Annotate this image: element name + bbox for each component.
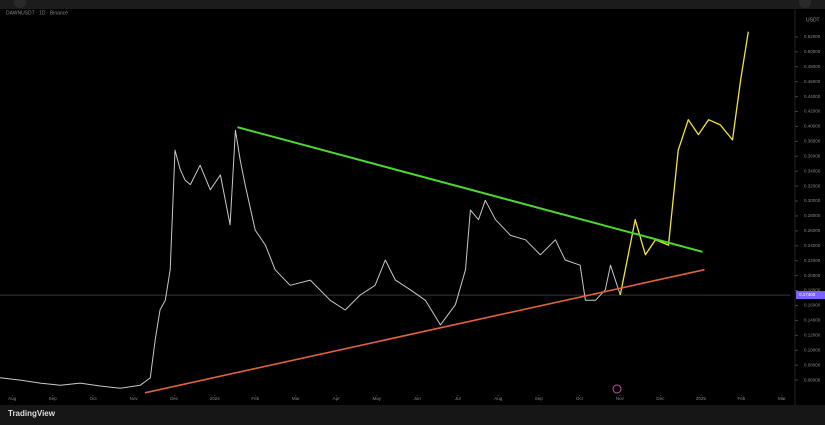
y-tick-label: 0.28000 <box>804 213 821 218</box>
y-tick-label: 0.46000 <box>804 79 821 84</box>
y-tick-label: 0.10000 <box>804 347 821 352</box>
y-tick-label: 0.20000 <box>804 273 821 278</box>
close-button[interactable] <box>14 0 26 8</box>
x-tick-label: Dec <box>170 396 179 401</box>
x-tick-label: Mar <box>778 396 786 401</box>
x-tick-label: Dec <box>656 396 665 401</box>
y-tick-label: 0.30000 <box>804 198 821 203</box>
y-tick-label: 0.40000 <box>804 124 821 129</box>
series-line <box>0 129 621 389</box>
price-label: 0.17400 <box>799 292 816 297</box>
y-tick-label: 0.48000 <box>804 64 821 69</box>
x-tick-label: Aug <box>8 396 17 401</box>
x-tick-label: 2025 <box>696 396 707 401</box>
y-tick-label: 0.22000 <box>804 258 821 263</box>
x-tick-label: Oct <box>576 396 584 401</box>
x-tick-label: Aug <box>494 396 503 401</box>
x-tick-label: Feb <box>251 396 259 401</box>
x-tick-label: Nov <box>130 396 139 401</box>
x-tick-label: Nov <box>616 396 625 401</box>
series-line <box>237 126 703 253</box>
series-line <box>144 268 705 394</box>
y-tick-label: 0.16000 <box>804 303 821 308</box>
y-tick-label: 0.12000 <box>804 333 821 338</box>
y-tick-label: 0.26000 <box>804 228 821 233</box>
y-tick-label: 0.52000 <box>804 34 821 39</box>
y-tick-label: 0.08000 <box>804 362 821 367</box>
top-bar <box>0 0 825 9</box>
chart-header: DAWNUSDT · 1D · Binance <box>6 10 68 16</box>
y-tick-label: 0.18000 <box>804 288 821 293</box>
bottom-bar <box>0 405 825 425</box>
logo: TradingView <box>8 409 56 418</box>
y-tick-label: 0.42000 <box>804 109 821 114</box>
x-tick-label: Sep <box>49 396 58 401</box>
series-line <box>619 31 749 296</box>
y-tick-label: 0.38000 <box>804 139 821 144</box>
y-tick-label: 0.14000 <box>804 318 821 323</box>
event-icon[interactable] <box>612 384 622 394</box>
x-tick-label: Jun <box>414 396 422 401</box>
x-tick-label: Jul <box>455 396 461 401</box>
x-tick-label: Oct <box>90 396 98 401</box>
y-tick-label: 0.50000 <box>804 49 821 54</box>
x-tick-label: Apr <box>333 396 341 401</box>
y-tick-label: 0.34000 <box>804 168 821 173</box>
y-tick-label: 0.44000 <box>804 94 821 99</box>
y-tick-label: 0.36000 <box>804 153 821 158</box>
x-tick-label: Feb <box>738 396 746 401</box>
menu-button[interactable] <box>799 0 811 8</box>
y-tick-label: 0.06000 <box>804 377 821 382</box>
x-tick-label: May <box>373 396 382 401</box>
x-tick-label: Mar <box>292 396 300 401</box>
price-label-box <box>796 291 825 300</box>
axis-unit: USDT <box>806 17 820 23</box>
y-tick-label: 0.24000 <box>804 243 821 248</box>
x-tick-label: 2024 <box>210 396 221 401</box>
y-tick-label: 0.32000 <box>804 183 821 188</box>
x-tick-label: Sep <box>535 396 544 401</box>
